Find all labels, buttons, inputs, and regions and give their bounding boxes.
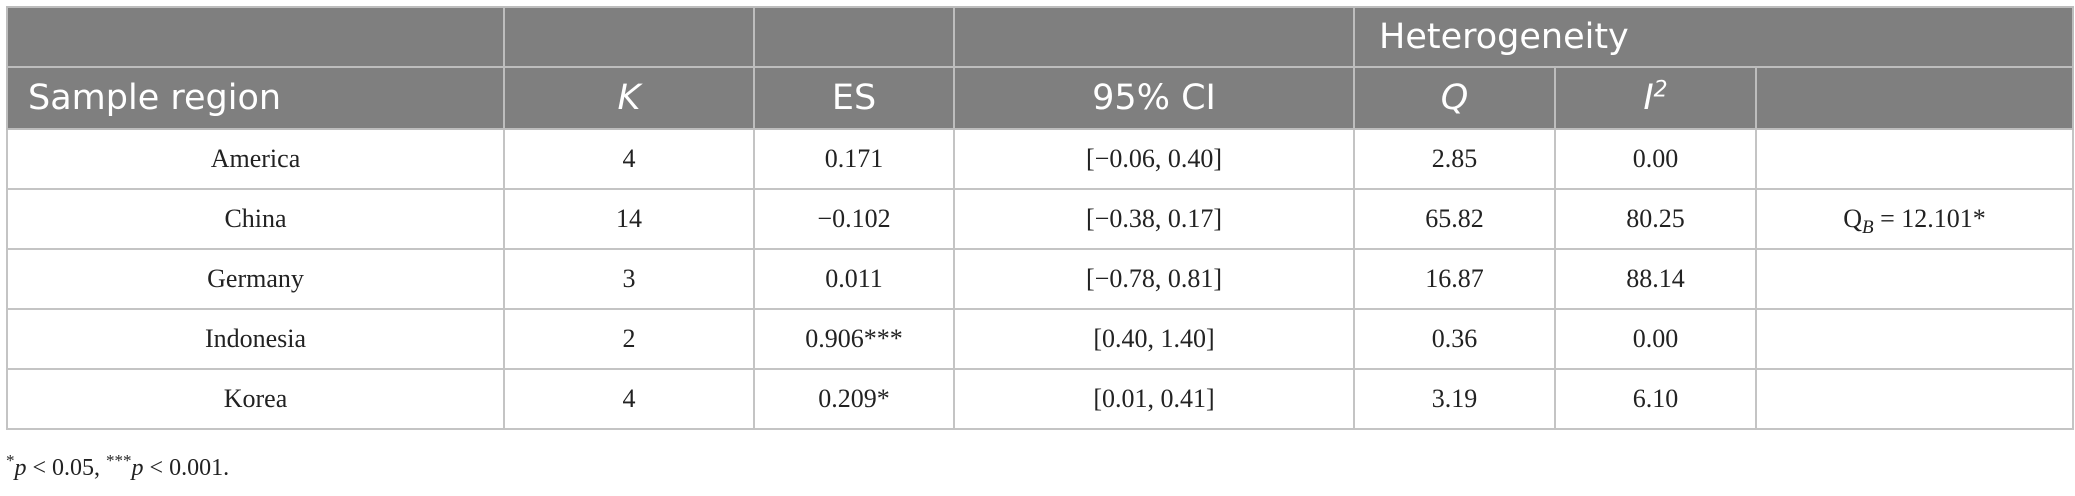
cell-qb-empty [1754, 128, 2075, 190]
cell-q: 3.19 [1353, 368, 1556, 430]
header-row-columns: Sample region K ES 95% CI Q I2 [6, 66, 2075, 130]
table-row: Indonesia 2 0.906*** [0.40, 1.40] 0.36 0… [6, 308, 2075, 370]
results-table-container: Heterogeneity Sample region K ES 95% CI … [6, 6, 2075, 430]
header-row-group: Heterogeneity [6, 6, 2075, 68]
cell-k: 14 [503, 188, 755, 250]
footnote-star-3: *** [106, 451, 132, 470]
cell-k: 4 [503, 128, 755, 190]
footnote-star-1: * [6, 451, 15, 470]
cell-ci: [0.40, 1.40] [953, 308, 1355, 370]
footnote-text-2: < 0.001. [143, 455, 230, 481]
header-blank-3 [753, 6, 955, 68]
cell-i2: 0.00 [1554, 308, 1757, 370]
header-blank-4 [953, 6, 1355, 68]
cell-ci: [−0.38, 0.17] [953, 188, 1355, 250]
cell-es: −0.102 [753, 188, 955, 250]
cell-es: 0.209* [753, 368, 955, 430]
column-header-q: Q [1353, 66, 1556, 130]
cell-qb: QB = 12.101* [1754, 188, 2075, 250]
table-row: China 14 −0.102 [−0.38, 0.17] 65.82 80.2… [6, 188, 2075, 250]
cell-qb-empty [1754, 368, 2075, 430]
column-header-k: K [503, 66, 755, 130]
results-table: Heterogeneity Sample region K ES 95% CI … [6, 6, 2075, 430]
cell-k: 4 [503, 368, 755, 430]
cell-i2: 0.00 [1554, 128, 1757, 190]
table-footnote: *p < 0.05, ***p < 0.001. [6, 452, 230, 482]
cell-region: Germany [6, 248, 505, 310]
column-header-blank [1754, 66, 2075, 130]
column-header-sample-region: Sample region [6, 66, 505, 130]
column-header-es: ES [753, 66, 955, 130]
cell-qb-empty [1754, 308, 2075, 370]
cell-q: 16.87 [1353, 248, 1556, 310]
column-header-i2: I2 [1554, 66, 1757, 130]
cell-ci: [0.01, 0.41] [953, 368, 1355, 430]
footnote-text-1: < 0.05, [26, 455, 107, 481]
qb-prefix: Q [1843, 204, 1862, 233]
footnote-p-1: p [14, 455, 27, 481]
cell-es: 0.171 [753, 128, 955, 190]
i2-base: I [1643, 78, 1654, 118]
cell-i2: 80.25 [1554, 188, 1757, 250]
cell-i2: 88.14 [1554, 248, 1757, 310]
cell-region: America [6, 128, 505, 190]
cell-q: 0.36 [1353, 308, 1556, 370]
table-row: Germany 3 0.011 [−0.78, 0.81] 16.87 88.1… [6, 248, 2075, 310]
cell-region: Indonesia [6, 308, 505, 370]
footnote-p-2: p [131, 455, 144, 481]
cell-k: 3 [503, 248, 755, 310]
cell-k: 2 [503, 308, 755, 370]
cell-qb-empty [1754, 248, 2075, 310]
cell-es: 0.906*** [753, 308, 955, 370]
cell-region: Korea [6, 368, 505, 430]
cell-ci: [−0.78, 0.81] [953, 248, 1355, 310]
cell-region: China [6, 188, 505, 250]
qb-subscript: B [1862, 217, 1874, 239]
header-blank-2 [503, 6, 755, 68]
cell-q: 2.85 [1353, 128, 1556, 190]
i2-superscript: 2 [1653, 77, 1668, 103]
qb-value: = 12.101* [1873, 204, 1986, 233]
cell-ci: [−0.06, 0.40] [953, 128, 1355, 190]
column-header-ci: 95% CI [953, 66, 1355, 130]
cell-q: 65.82 [1353, 188, 1556, 250]
heterogeneity-group-header: Heterogeneity [1352, 6, 2075, 68]
cell-i2: 6.10 [1554, 368, 1757, 430]
cell-es: 0.011 [753, 248, 955, 310]
table-row: America 4 0.171 [−0.06, 0.40] 2.85 0.00 [6, 128, 2075, 190]
header-blank-1 [6, 6, 505, 68]
table-row: Korea 4 0.209* [0.01, 0.41] 3.19 6.10 [6, 368, 2075, 430]
